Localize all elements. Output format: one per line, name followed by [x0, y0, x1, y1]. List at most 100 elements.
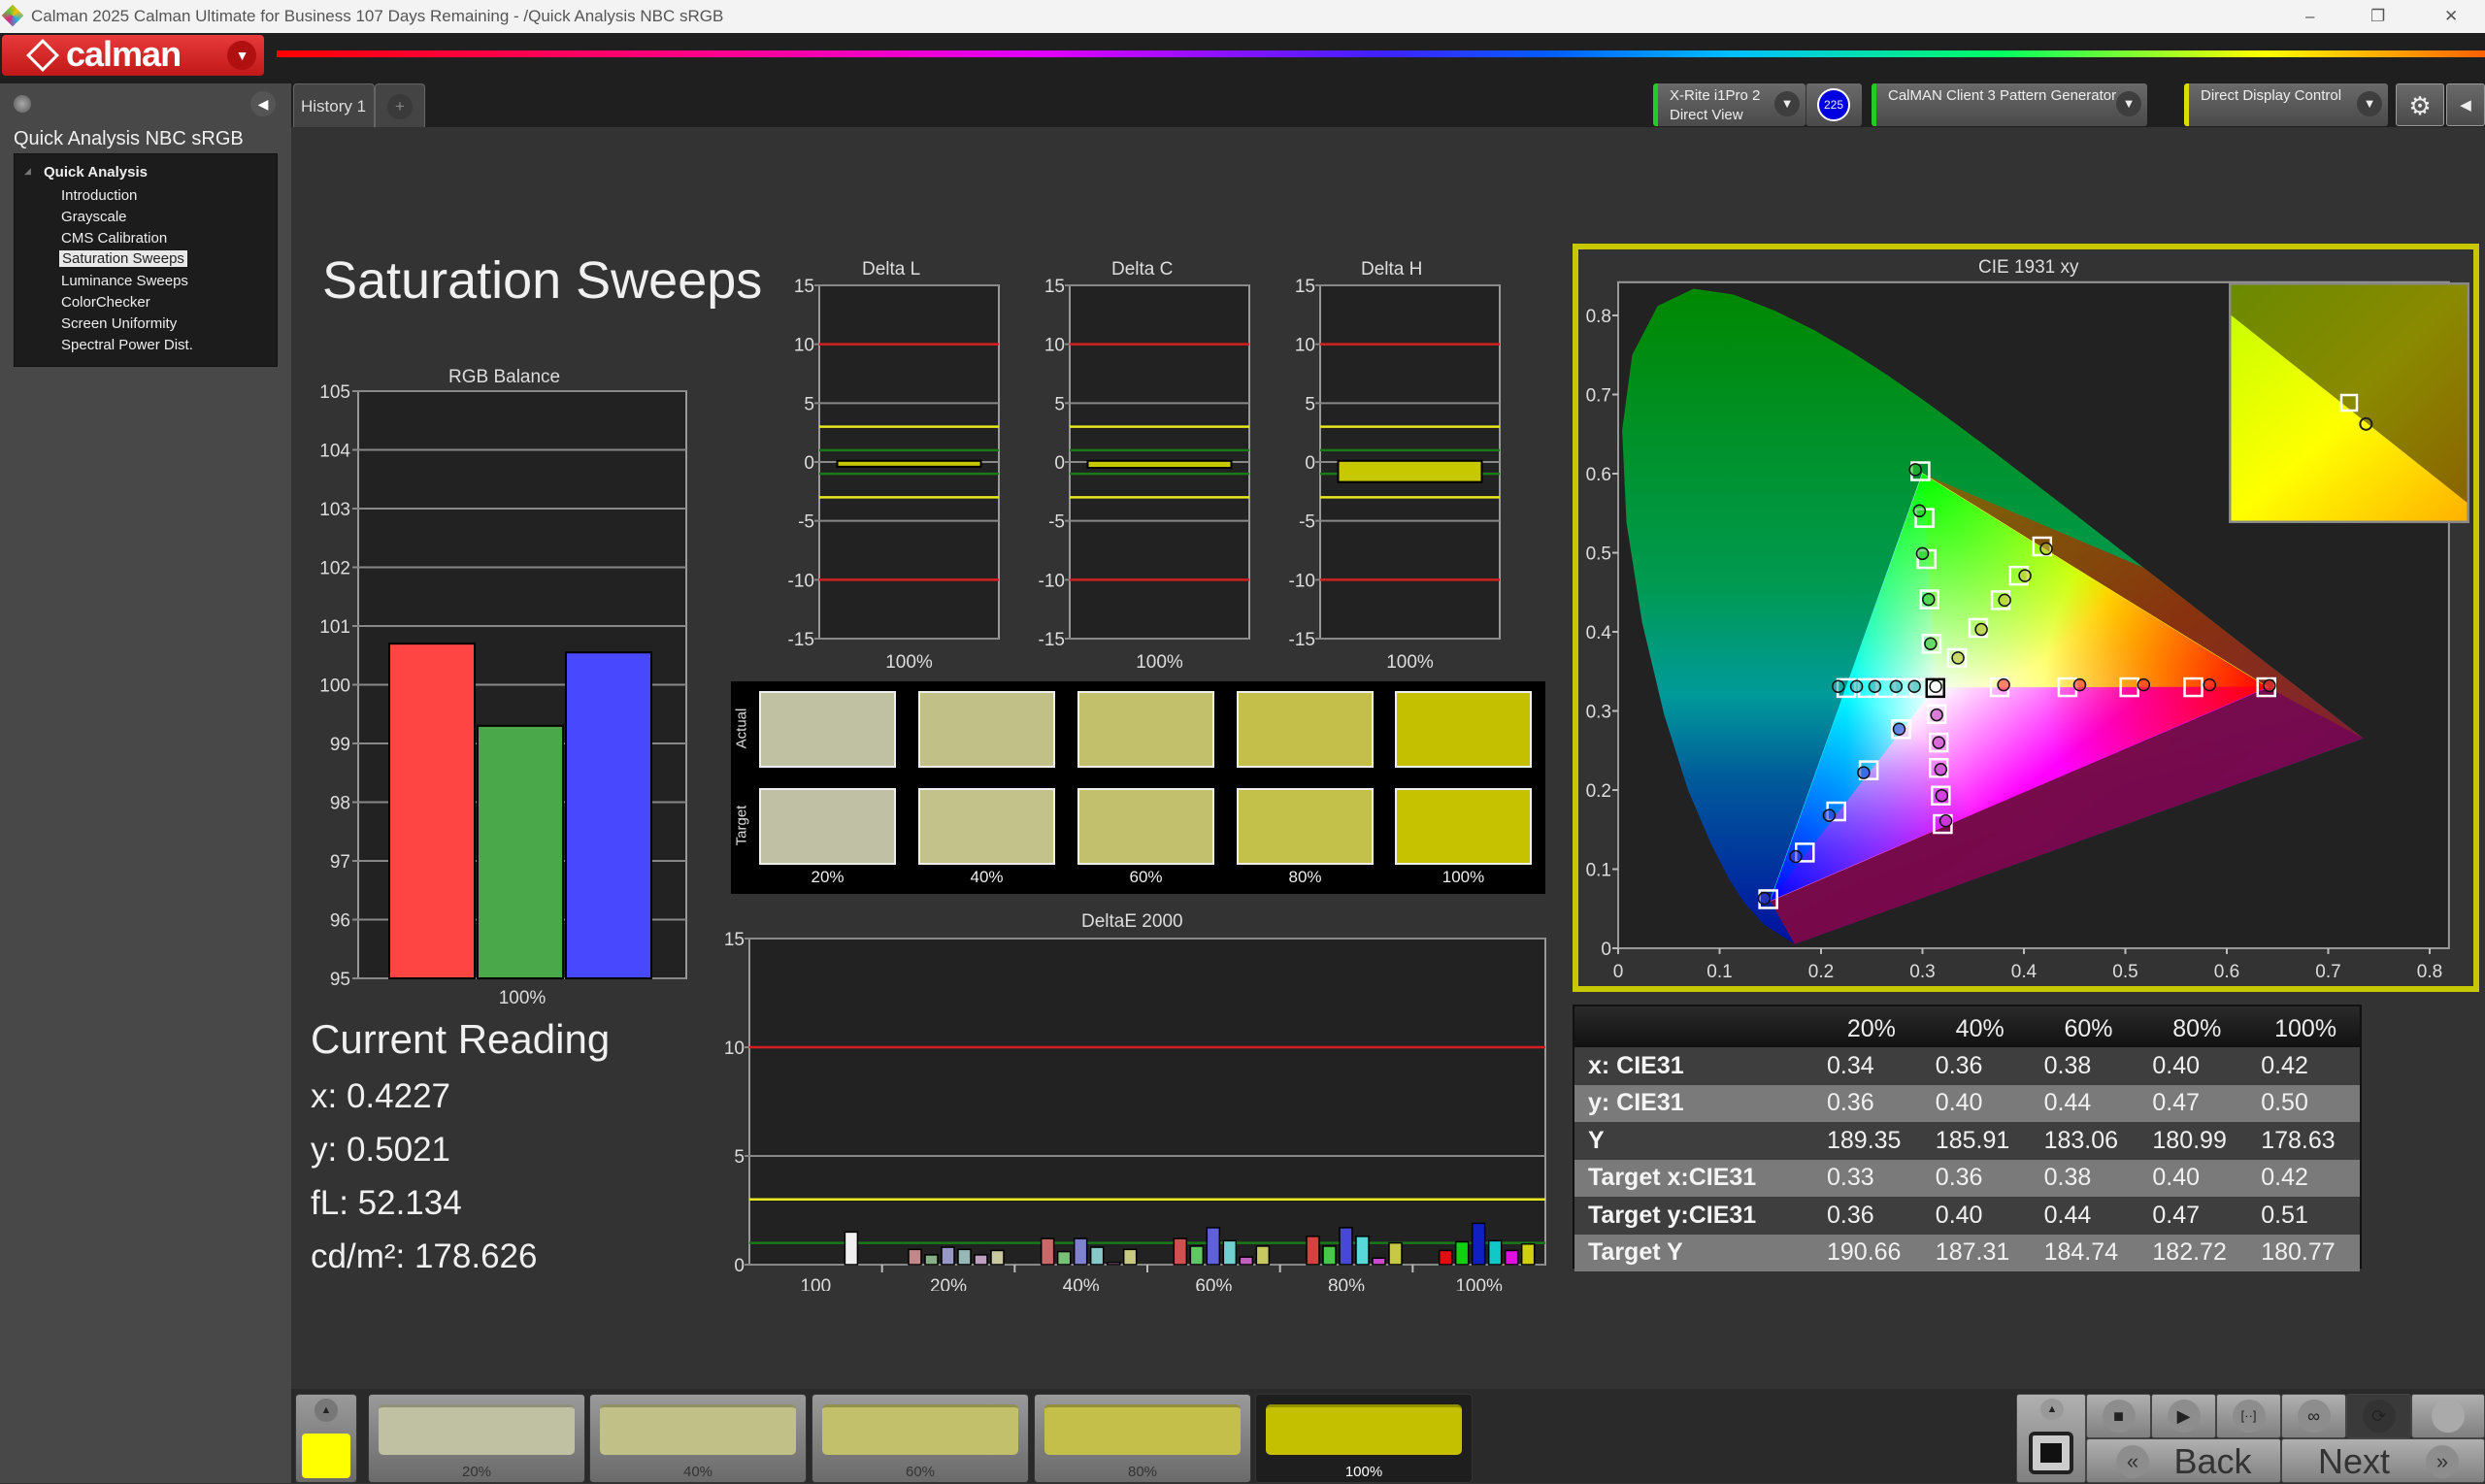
- actual-marker: [1907, 679, 1921, 693]
- collapse-sidebar-button[interactable]: ◀: [250, 91, 276, 116]
- actual-marker: [1922, 592, 1936, 607]
- actual-marker: [1832, 679, 1845, 693]
- minimize-button[interactable]: –: [2305, 7, 2315, 25]
- stop-button[interactable]: ■: [2086, 1394, 2151, 1438]
- row-label: Y: [1588, 1126, 1605, 1154]
- tab-history-1[interactable]: History 1: [293, 83, 375, 127]
- deltae-bar: [957, 1248, 972, 1266]
- back-button[interactable]: « Back: [2086, 1438, 2281, 1483]
- actual-marker: [2018, 569, 2032, 582]
- record-button[interactable]: [2411, 1394, 2485, 1438]
- y-tick-label: 5: [1054, 394, 1065, 414]
- deltae-title: DeltaE 2000: [1081, 911, 1183, 932]
- x-tick-label: 20%: [930, 1276, 967, 1291]
- swatch-label: 20%: [811, 868, 845, 886]
- tree-item-grayscale[interactable]: Grayscale: [61, 209, 127, 225]
- calman-menu-button[interactable]: calman ▼: [2, 35, 264, 76]
- tree-item-screen-uniformity[interactable]: Screen Uniformity: [61, 315, 178, 332]
- actual-marker: [2203, 677, 2216, 692]
- sweep-step-button[interactable]: 40%: [589, 1394, 807, 1483]
- table-row: x: CIE31 0.34 0.36 0.38 0.40 0.42: [1574, 1047, 2360, 1085]
- collapse-right-panel-button[interactable]: ◀: [2446, 83, 2485, 126]
- stop-icon: [2029, 1432, 2073, 1474]
- y-tick-label: -15: [1039, 630, 1065, 650]
- chevron-down-icon[interactable]: ▼: [1774, 91, 1800, 116]
- target-marker: [1891, 718, 1911, 740]
- x-tick-label: 100: [800, 1276, 831, 1291]
- actual-marker: [1932, 736, 1945, 749]
- deltae-bar: [941, 1246, 955, 1266]
- tree-item-spectral-power[interactable]: Spectral Power Dist.: [61, 337, 193, 353]
- table-cell: 0.36: [1827, 1201, 1874, 1229]
- delta-c-chart: -15 -10 -5 0 5 10 15 100%: [1039, 277, 1250, 670]
- tree-item-luminance-sweeps[interactable]: Luminance Sweeps: [61, 273, 188, 289]
- actual-swatch: [1077, 691, 1214, 768]
- display-control-selector[interactable]: Direct Display Control ▼: [2184, 83, 2388, 126]
- tree-item-introduction[interactable]: Introduction: [61, 187, 138, 204]
- tree-expand-icon[interactable]: ◢: [24, 166, 31, 176]
- actual-marker: [1929, 679, 1942, 693]
- y-tick-label: 15: [1044, 277, 1065, 297]
- x-tick-label: 80%: [1328, 1276, 1365, 1291]
- deltae-bar: [1089, 1246, 1105, 1266]
- y-tick-label: -15: [1289, 630, 1315, 650]
- next-button[interactable]: Next »: [2281, 1438, 2485, 1483]
- close-button[interactable]: ✕: [2444, 7, 2459, 25]
- chevron-down-icon[interactable]: ▼: [227, 41, 256, 70]
- meter-reading-badge[interactable]: 225: [1817, 88, 1850, 121]
- delta-l-title: Delta L: [862, 259, 921, 280]
- y-tick-label: 103: [319, 500, 350, 520]
- step-label: 60%: [905, 1464, 936, 1480]
- range-button[interactable]: [··]: [2216, 1394, 2281, 1438]
- deltae-bar: [1520, 1242, 1536, 1266]
- tree-item-colorchecker[interactable]: ColorChecker: [61, 294, 150, 311]
- chevron-down-icon[interactable]: ▼: [2357, 91, 2382, 116]
- y-tick-label: 102: [319, 559, 350, 579]
- actual-marker: [1757, 891, 1772, 906]
- y-tick-label: 105: [319, 382, 350, 403]
- maximize-button[interactable]: ❐: [2370, 7, 2386, 25]
- status-light-icon: [14, 95, 31, 113]
- chevron-down-icon[interactable]: ▼: [2116, 91, 2141, 116]
- target-marker: [1926, 704, 1947, 725]
- tree-section-quick-analysis[interactable]: Quick Analysis: [44, 164, 148, 181]
- column-header: 40%: [1955, 1014, 2005, 1042]
- tree-item-saturation-sweeps[interactable]: Saturation Sweeps: [59, 250, 187, 267]
- play-button[interactable]: ▶: [2151, 1394, 2216, 1438]
- sweep-step-button[interactable]: 80%: [1034, 1394, 1251, 1483]
- add-tab-button[interactable]: +: [375, 83, 425, 127]
- step-label: 100%: [1344, 1464, 1383, 1480]
- bar: [388, 643, 476, 979]
- table-row: Target y:CIE31 0.36 0.40 0.44 0.47 0.51: [1574, 1197, 2360, 1235]
- sweep-step-button[interactable]: 20%: [368, 1394, 585, 1483]
- table-cell: 0.40: [1935, 1089, 1983, 1117]
- x-tick-label: 0.5: [2112, 962, 2137, 982]
- y-tick-label: 100: [319, 676, 350, 697]
- sweep-step-button[interactable]: 60%: [812, 1394, 1029, 1483]
- window-title-bar: Calman 2025 Calman Ultimate for Business…: [0, 0, 2485, 33]
- deltae-bar: [1306, 1236, 1320, 1266]
- deltae-bar: [1189, 1245, 1205, 1266]
- x-tick-label: 0.7: [2315, 962, 2340, 982]
- sweep-step-button[interactable]: 100%: [1255, 1394, 1473, 1483]
- target-row-label: Target: [733, 805, 750, 846]
- deltae-bar: [1372, 1257, 1386, 1266]
- display-name: Direct Display Control: [2201, 87, 2342, 104]
- y-tick-label: -5: [1299, 512, 1315, 533]
- x-tick-label: 0.3: [1909, 962, 1935, 982]
- loop-button[interactable]: ∞: [2281, 1394, 2346, 1438]
- deltae-bar: [1388, 1241, 1403, 1266]
- x-tick-label: 0.6: [2214, 962, 2239, 982]
- chevron-up-icon[interactable]: ▲: [2040, 1399, 2064, 1420]
- chevron-up-icon[interactable]: ▲: [315, 1399, 338, 1422]
- meter-selector[interactable]: X-Rite i1Pro 2 Direct View ▼: [1653, 83, 1806, 126]
- delta-h-chart: -15 -10 -5 0 5 10 15 100%: [1289, 277, 1501, 670]
- stop-big-button[interactable]: ▲: [2016, 1394, 2086, 1483]
- refresh-button[interactable]: ⟳: [2346, 1394, 2411, 1438]
- tree-item-cms-calibration[interactable]: CMS Calibration: [61, 230, 168, 247]
- y-tick-label: 15: [794, 277, 814, 297]
- y-tick-label: 0: [804, 453, 814, 474]
- pattern-generator-selector[interactable]: CalMAN Client 3 Pattern Generator ▼: [1872, 83, 2147, 126]
- current-color-button[interactable]: ▲: [295, 1394, 357, 1483]
- settings-button[interactable]: ⚙: [2396, 83, 2444, 126]
